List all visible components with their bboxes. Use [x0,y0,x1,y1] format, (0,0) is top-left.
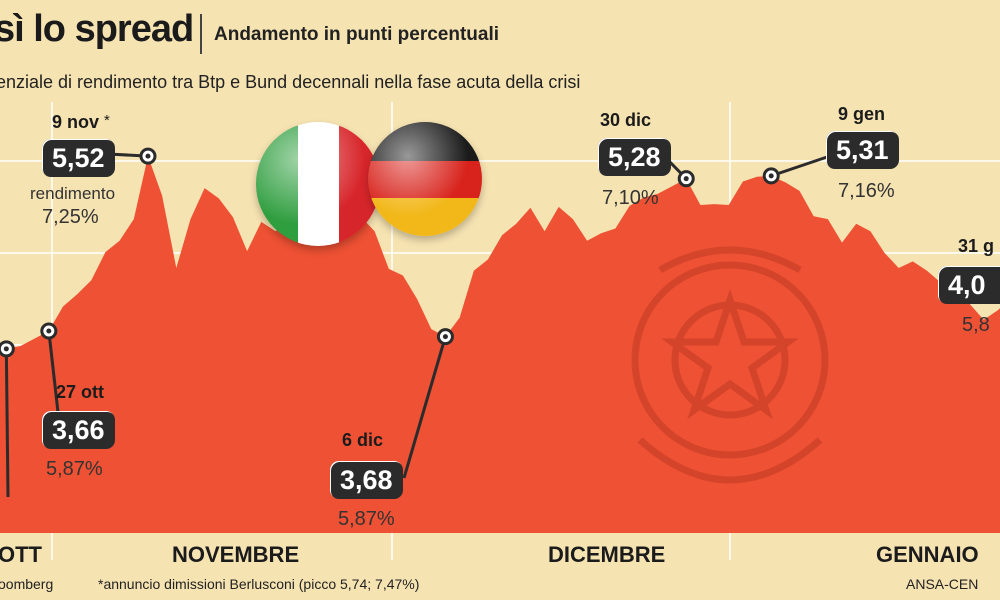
callout-jan31-date: 31 g [958,236,995,256]
callout-oct27-spread: 3,66 [42,411,115,449]
callout-jan31-spread: 4,0 [938,266,1000,304]
callout-jan9-spread: 5,31 [826,131,899,169]
callout-dec6-date: 6 dic [342,430,384,450]
spread-area [0,156,1000,533]
callout-dec6-yield: 5,87% [338,508,395,530]
title-divider [200,14,202,54]
callout-dec30-date: 30 dic [600,110,652,130]
callout-nov9-date: 9 nov * [52,112,110,132]
callout-nov9-star: * [104,112,110,129]
marker-low-oct-center [3,346,9,352]
subtitle: Andamento in punti percentuali [214,24,500,45]
marker-oct27-center [46,328,52,334]
marker-jan9-center [768,173,774,179]
marker-dec30-center [683,176,689,182]
marker-nov9-center [145,153,151,159]
callout-jan9-date: 9 gen [838,104,886,124]
month-label-dicembre: DICEMBRE [548,542,666,567]
callout-nov9-spread: 5,52 [42,139,115,177]
callout-oct27-date: 27 ott [56,382,105,402]
marker-low-oct-leader [4,348,10,498]
germany-flag-icon [368,122,482,236]
source-label: oomberg [0,576,54,592]
italy-flag-icon [256,122,380,246]
page-title: sì lo spread [0,8,194,50]
callout-nov9-yield: 7,25% [42,206,99,228]
callout-jan31-yield: 5,8 [962,314,990,336]
month-label-ott: OTT [0,542,42,567]
callout-dec30-yield: 7,10% [602,187,659,209]
month-label-gennaio: GENNAIO [876,542,979,567]
callout-dec6-spread: 3,68 [330,461,403,499]
callout-nov9-yield-caption: rendimento [30,184,116,203]
callout-oct27-yield: 5,87% [46,458,103,480]
credit-label: ANSA-CEN [906,576,979,592]
callout-markers [0,147,831,498]
month-label-novembre: NOVEMBRE [172,542,300,567]
emblem-watermark [631,246,829,484]
callout-dec30-spread: 5,28 [598,138,671,176]
marker-dec6-leader [402,336,447,479]
marker-dec6-center [442,334,448,340]
callout-jan9-yield: 7,16% [838,180,895,202]
description: enziale di rendimento tra Btp e Bund dec… [0,72,581,92]
footnote-note: *annuncio dimissioni Berlusconi (picco 5… [98,576,420,592]
marker-jan9-leader [770,154,831,178]
